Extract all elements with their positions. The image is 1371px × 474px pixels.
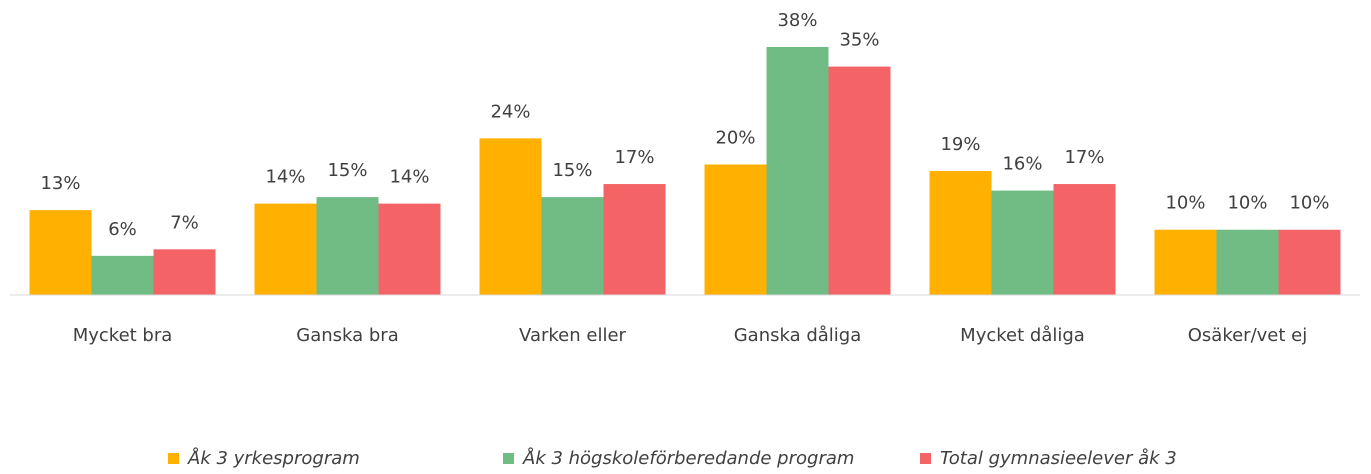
legend-swatch: [168, 453, 179, 464]
value-label: 15%: [552, 160, 592, 181]
value-label: 17%: [614, 147, 654, 168]
legend-label: Total gymnasieelever åk 3: [940, 448, 1177, 469]
value-label: 15%: [327, 160, 367, 181]
value-label: 24%: [490, 101, 530, 122]
value-label: 13%: [40, 173, 80, 194]
bar: [254, 203, 317, 295]
value-label: 17%: [1064, 147, 1104, 168]
bar: [479, 138, 542, 295]
legend-label: Åk 3 högskoleförberedande program: [522, 447, 854, 469]
bar: [1278, 229, 1341, 295]
bar: [1154, 229, 1217, 295]
bar: [153, 249, 216, 295]
bar: [316, 197, 379, 295]
bar: [378, 203, 441, 295]
x-tick-label: Mycket dåliga: [960, 325, 1085, 346]
x-tick-label: Ganska bra: [296, 325, 398, 346]
bar: [929, 171, 992, 295]
value-label: 19%: [940, 134, 980, 155]
value-label: 16%: [1002, 154, 1042, 175]
bar: [766, 47, 829, 295]
bar: [1216, 229, 1279, 295]
x-tick-label: Mycket bra: [73, 325, 173, 346]
value-label: 35%: [839, 30, 879, 51]
value-label: 14%: [265, 167, 305, 188]
bar: [603, 184, 666, 295]
value-label: 38%: [777, 10, 817, 31]
legend-label: Åk 3 yrkesprogram: [187, 447, 360, 469]
value-label: 10%: [1165, 193, 1205, 214]
bar: [828, 66, 891, 295]
bar: [1053, 184, 1116, 295]
value-label: 6%: [108, 219, 137, 240]
bar: [29, 210, 92, 295]
legend-swatch: [920, 453, 931, 464]
x-tick-label: Varken eller: [519, 325, 626, 346]
bar: [541, 197, 604, 295]
value-label: 10%: [1289, 193, 1329, 214]
value-label: 7%: [170, 212, 199, 233]
x-tick-label: Osäker/vet ej: [1188, 325, 1307, 346]
value-label: 14%: [389, 167, 429, 188]
bar: [991, 190, 1054, 295]
value-label: 10%: [1227, 193, 1267, 214]
bar: [91, 255, 154, 295]
value-label: 20%: [715, 127, 755, 148]
bar: [704, 164, 767, 295]
legend-swatch: [503, 453, 514, 464]
x-tick-label: Ganska dåliga: [734, 325, 862, 346]
